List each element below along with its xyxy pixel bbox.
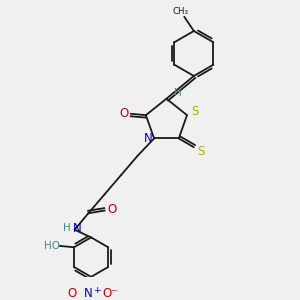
Text: S: S bbox=[191, 105, 198, 119]
Text: O: O bbox=[68, 287, 77, 300]
Text: H: H bbox=[174, 88, 182, 98]
Text: O: O bbox=[119, 107, 129, 120]
Text: O⁻: O⁻ bbox=[103, 287, 118, 300]
Text: N: N bbox=[72, 222, 81, 235]
Text: CH₃: CH₃ bbox=[173, 7, 189, 16]
Text: N: N bbox=[83, 287, 92, 300]
Text: S: S bbox=[198, 145, 205, 158]
Text: N: N bbox=[144, 132, 152, 145]
Text: O: O bbox=[108, 203, 117, 216]
Text: +: + bbox=[93, 286, 100, 295]
Text: H: H bbox=[63, 223, 71, 232]
Text: HO: HO bbox=[44, 241, 59, 251]
